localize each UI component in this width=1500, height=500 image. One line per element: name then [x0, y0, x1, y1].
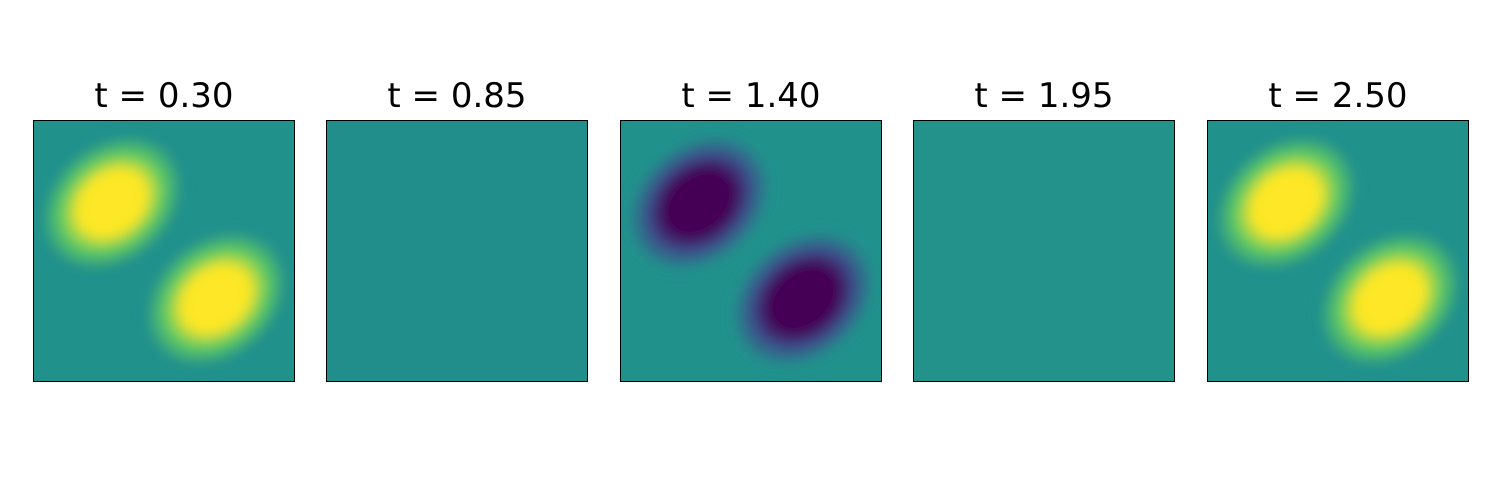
- heatmap-background: [327, 121, 587, 381]
- upper-left-lobe: [627, 134, 771, 272]
- upper-left-lobe: [40, 134, 184, 272]
- heatmap-frame: [33, 120, 295, 382]
- lower-right-lobe: [1318, 230, 1462, 368]
- heatmap-plot: [34, 121, 294, 381]
- panel-title: t = 0.85: [387, 76, 527, 116]
- heatmap-frame: [1207, 120, 1469, 382]
- lower-right-lobe: [144, 230, 288, 368]
- heatmap-panel: t = 0.85: [326, 74, 588, 382]
- panel-title: t = 1.95: [974, 76, 1114, 116]
- heatmap-frame: [326, 120, 588, 382]
- heatmap-panel: t = 0.30: [33, 74, 295, 382]
- heatmap-frame: [620, 120, 882, 382]
- lower-right-lobe: [731, 230, 875, 368]
- panel-title: t = 0.30: [94, 76, 234, 116]
- heatmap-frame: [913, 120, 1175, 382]
- heatmap-plot: [327, 121, 587, 381]
- heatmap-panel: t = 2.50: [1207, 74, 1469, 382]
- heatmap-plot: [621, 121, 881, 381]
- heatmap-plot: [914, 121, 1174, 381]
- heatmap-panel: t = 1.95: [913, 74, 1175, 382]
- panel-title: t = 2.50: [1268, 76, 1408, 116]
- heatmap-plot: [1208, 121, 1468, 381]
- panel-title: t = 1.40: [681, 76, 821, 116]
- upper-left-lobe: [1214, 134, 1358, 272]
- heatmap-background: [914, 121, 1174, 381]
- heatmap-panel: t = 1.40: [620, 74, 882, 382]
